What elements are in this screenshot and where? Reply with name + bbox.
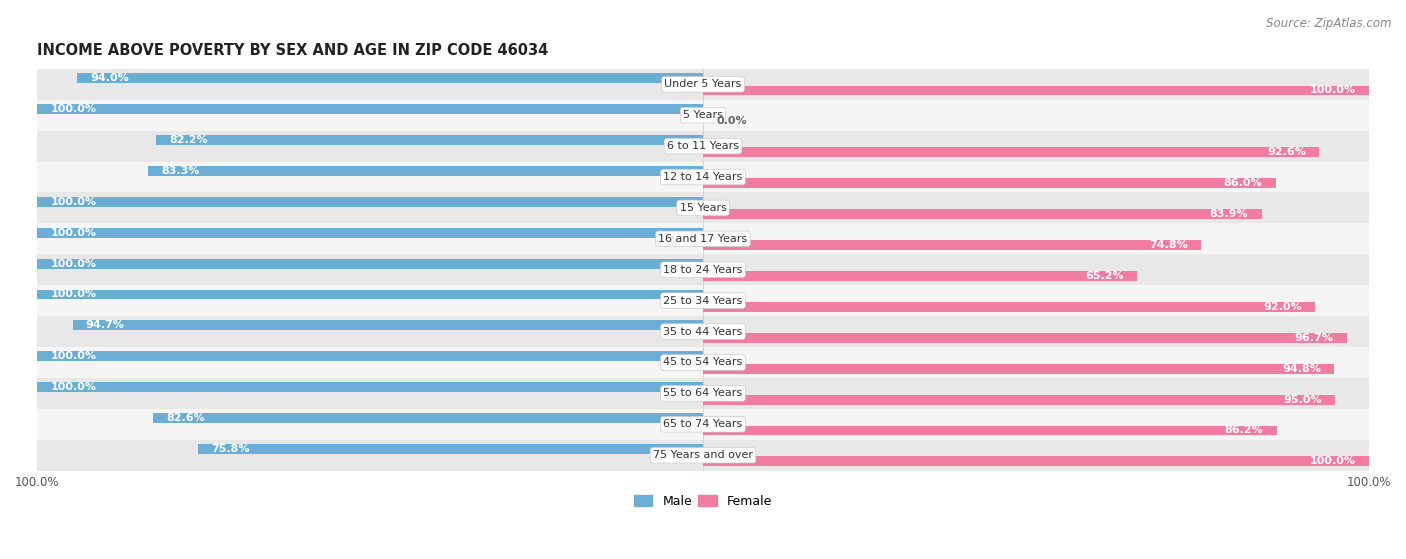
Bar <box>37 162 1369 192</box>
Bar <box>37 100 1369 131</box>
Bar <box>37 290 703 300</box>
Bar <box>37 352 703 361</box>
Bar <box>198 444 703 454</box>
Bar <box>703 86 1369 96</box>
Text: 0.0%: 0.0% <box>716 116 747 126</box>
Bar <box>153 413 703 423</box>
Text: INCOME ABOVE POVERTY BY SEX AND AGE IN ZIP CODE 46034: INCOME ABOVE POVERTY BY SEX AND AGE IN Z… <box>37 43 548 58</box>
Text: 82.2%: 82.2% <box>169 135 208 145</box>
Bar <box>703 425 1277 435</box>
Text: 18 to 24 Years: 18 to 24 Years <box>664 265 742 274</box>
Bar <box>703 209 1261 219</box>
Bar <box>37 192 1369 224</box>
Text: 83.3%: 83.3% <box>162 166 200 176</box>
Bar <box>703 271 1137 281</box>
Text: 100.0%: 100.0% <box>1309 456 1355 466</box>
Text: 92.6%: 92.6% <box>1267 147 1306 157</box>
Bar <box>156 135 703 145</box>
Bar <box>77 73 703 83</box>
Text: 96.7%: 96.7% <box>1295 333 1333 343</box>
Bar <box>703 395 1336 405</box>
Bar <box>37 409 1369 440</box>
Text: 75.8%: 75.8% <box>212 444 250 454</box>
Bar <box>703 333 1347 343</box>
Text: 94.7%: 94.7% <box>86 320 125 330</box>
Bar <box>37 197 703 207</box>
Bar <box>37 316 1369 347</box>
Text: Under 5 Years: Under 5 Years <box>665 79 741 89</box>
Bar <box>37 69 1369 100</box>
Bar <box>37 254 1369 285</box>
Text: 5 Years: 5 Years <box>683 110 723 120</box>
Bar <box>703 364 1334 373</box>
Bar <box>37 259 703 268</box>
Bar <box>703 457 1369 466</box>
Bar <box>73 320 703 330</box>
Text: 94.8%: 94.8% <box>1282 364 1320 373</box>
Legend: Male, Female: Male, Female <box>628 490 778 513</box>
Bar <box>703 302 1316 312</box>
Text: 82.6%: 82.6% <box>166 413 205 423</box>
Text: 94.0%: 94.0% <box>90 73 129 83</box>
Text: 100.0%: 100.0% <box>51 290 97 300</box>
Text: 25 to 34 Years: 25 to 34 Years <box>664 296 742 306</box>
Bar <box>37 104 703 114</box>
Text: 95.0%: 95.0% <box>1284 395 1322 405</box>
Text: 100.0%: 100.0% <box>51 259 97 268</box>
Text: 83.9%: 83.9% <box>1209 209 1249 219</box>
Text: 15 Years: 15 Years <box>679 203 727 213</box>
Bar <box>37 440 1369 471</box>
Text: Source: ZipAtlas.com: Source: ZipAtlas.com <box>1267 17 1392 30</box>
Text: 100.0%: 100.0% <box>51 228 97 238</box>
Text: 55 to 64 Years: 55 to 64 Years <box>664 389 742 399</box>
Text: 75 Years and over: 75 Years and over <box>652 450 754 460</box>
Text: 12 to 14 Years: 12 to 14 Years <box>664 172 742 182</box>
Bar <box>703 148 1319 157</box>
Bar <box>149 166 703 176</box>
Text: 65.2%: 65.2% <box>1085 271 1123 281</box>
Bar <box>37 228 703 238</box>
Text: 16 and 17 Years: 16 and 17 Years <box>658 234 748 244</box>
Text: 100.0%: 100.0% <box>51 382 97 392</box>
Text: 86.0%: 86.0% <box>1223 178 1263 188</box>
Text: 100.0%: 100.0% <box>51 351 97 361</box>
Bar <box>37 347 1369 378</box>
Bar <box>37 224 1369 254</box>
Text: 74.8%: 74.8% <box>1149 240 1188 250</box>
Bar <box>37 131 1369 162</box>
Bar <box>703 240 1201 250</box>
Bar <box>37 378 1369 409</box>
Text: 86.2%: 86.2% <box>1225 425 1264 435</box>
Bar <box>37 382 703 392</box>
Text: 6 to 11 Years: 6 to 11 Years <box>666 141 740 151</box>
Text: 100.0%: 100.0% <box>51 104 97 114</box>
Bar <box>703 178 1275 188</box>
Bar <box>37 285 1369 316</box>
Text: 100.0%: 100.0% <box>51 197 97 207</box>
Text: 100.0%: 100.0% <box>1309 86 1355 96</box>
Text: 65 to 74 Years: 65 to 74 Years <box>664 419 742 429</box>
Text: 92.0%: 92.0% <box>1264 302 1302 312</box>
Text: 45 to 54 Years: 45 to 54 Years <box>664 357 742 367</box>
Text: 35 to 44 Years: 35 to 44 Years <box>664 326 742 337</box>
